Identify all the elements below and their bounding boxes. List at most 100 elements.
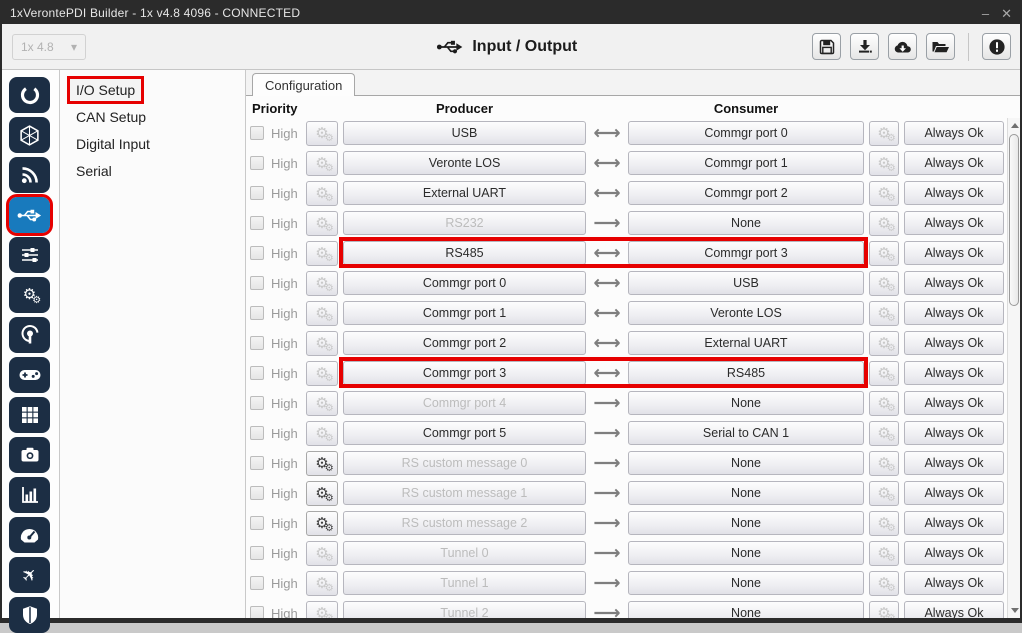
sidebar-item-telemetry-chart[interactable]	[9, 477, 50, 513]
producer-gear-button[interactable]: ⚙ ⚙	[306, 300, 338, 326]
status-button[interactable]: Always Ok	[904, 541, 1004, 565]
sidebar-item-veronte-logo[interactable]	[9, 77, 50, 113]
consumer-gear-button[interactable]: ⚙ ⚙	[869, 330, 899, 356]
consumer-button[interactable]: None	[628, 451, 864, 475]
priority-checkbox[interactable]	[250, 396, 264, 410]
sidebar-item-broadcast[interactable]	[9, 317, 50, 353]
status-button[interactable]: Always Ok	[904, 511, 1004, 535]
sidebar-item-hud[interactable]	[9, 517, 50, 553]
sidebar-item-gamepad[interactable]	[9, 357, 50, 393]
nav-item-i-o-setup[interactable]: I/O Setup	[66, 76, 145, 104]
sidebar-item-blocks[interactable]	[9, 397, 50, 433]
save-button[interactable]	[812, 33, 841, 60]
producer-button[interactable]: Commgr port 3	[343, 361, 586, 385]
consumer-button[interactable]: USB	[628, 271, 864, 295]
consumer-gear-button[interactable]: ⚙ ⚙	[869, 390, 899, 416]
status-button[interactable]: Always Ok	[904, 241, 1004, 265]
producer-gear-button[interactable]: ⚙ ⚙	[306, 120, 338, 146]
status-button[interactable]: Always Ok	[904, 421, 1004, 445]
priority-checkbox[interactable]	[250, 276, 264, 290]
consumer-gear-button[interactable]: ⚙ ⚙	[869, 150, 899, 176]
producer-gear-button[interactable]: ⚙ ⚙	[306, 510, 338, 536]
consumer-button[interactable]: External UART	[628, 331, 864, 355]
priority-checkbox[interactable]	[250, 546, 264, 560]
producer-gear-button[interactable]: ⚙ ⚙	[306, 570, 338, 596]
consumer-gear-button[interactable]: ⚙ ⚙	[869, 480, 899, 506]
producer-button[interactable]: Tunnel 0	[343, 541, 586, 565]
consumer-button[interactable]: None	[628, 511, 864, 535]
consumer-button[interactable]: Commgr port 3	[628, 241, 864, 265]
producer-gear-button[interactable]: ⚙ ⚙	[306, 210, 338, 236]
consumer-gear-button[interactable]: ⚙ ⚙	[869, 420, 899, 446]
producer-gear-button[interactable]: ⚙ ⚙	[306, 180, 338, 206]
producer-gear-button[interactable]: ⚙ ⚙	[306, 150, 338, 176]
consumer-gear-button[interactable]: ⚙ ⚙	[869, 300, 899, 326]
producer-gear-button[interactable]: ⚙ ⚙	[306, 330, 338, 356]
status-button[interactable]: Always Ok	[904, 481, 1004, 505]
priority-checkbox[interactable]	[250, 126, 264, 140]
status-button[interactable]: Always Ok	[904, 151, 1004, 175]
consumer-button[interactable]: None	[628, 391, 864, 415]
priority-checkbox[interactable]	[250, 216, 264, 230]
open-folder-button[interactable]	[926, 33, 955, 60]
status-button[interactable]: Always Ok	[904, 271, 1004, 295]
producer-button[interactable]: RS custom message 0	[343, 451, 586, 475]
nav-item-can-setup[interactable]: CAN Setup	[76, 109, 147, 125]
priority-checkbox[interactable]	[250, 366, 264, 380]
status-button[interactable]: Always Ok	[904, 331, 1004, 355]
producer-gear-button[interactable]: ⚙ ⚙	[306, 540, 338, 566]
sidebar-item-telemetry[interactable]	[9, 157, 50, 193]
producer-button[interactable]: USB	[343, 121, 586, 145]
version-dropdown[interactable]: 1x 4.8 ▾	[12, 33, 86, 60]
producer-button[interactable]: Commgr port 5	[343, 421, 586, 445]
status-button[interactable]: Always Ok	[904, 571, 1004, 595]
consumer-button[interactable]: None	[628, 211, 864, 235]
priority-checkbox[interactable]	[250, 576, 264, 590]
producer-button[interactable]: Commgr port 2	[343, 331, 586, 355]
vertical-scrollbar[interactable]	[1007, 118, 1020, 618]
sidebar-item-automations[interactable]: ⚙ ⚙	[9, 277, 50, 313]
status-button[interactable]: Always Ok	[904, 391, 1004, 415]
consumer-gear-button[interactable]: ⚙ ⚙	[869, 210, 899, 236]
producer-gear-button[interactable]: ⚙ ⚙	[306, 240, 338, 266]
consumer-button[interactable]: None	[628, 571, 864, 595]
consumer-gear-button[interactable]: ⚙ ⚙	[869, 120, 899, 146]
nav-item-serial[interactable]: Serial	[76, 163, 112, 179]
close-icon[interactable]: ✕	[1001, 5, 1012, 21]
consumer-button[interactable]: None	[628, 601, 864, 618]
consumer-button[interactable]: Commgr port 0	[628, 121, 864, 145]
scroll-up-icon[interactable]	[1011, 123, 1019, 128]
producer-gear-button[interactable]: ⚙ ⚙	[306, 360, 338, 386]
producer-gear-button[interactable]: ⚙ ⚙	[306, 600, 338, 618]
producer-button[interactable]: Tunnel 1	[343, 571, 586, 595]
sidebar-item-input-output[interactable]	[6, 194, 53, 236]
producer-button[interactable]: RS485	[343, 241, 586, 265]
consumer-button[interactable]: None	[628, 541, 864, 565]
status-button[interactable]: Always Ok	[904, 181, 1004, 205]
status-button[interactable]: Always Ok	[904, 361, 1004, 385]
producer-button[interactable]: Tunnel 2	[343, 601, 586, 618]
producer-button[interactable]: External UART	[343, 181, 586, 205]
consumer-button[interactable]: Veronte LOS	[628, 301, 864, 325]
sidebar-item-sliders[interactable]	[9, 237, 50, 273]
producer-gear-button[interactable]: ⚙ ⚙	[306, 480, 338, 506]
priority-checkbox[interactable]	[250, 246, 264, 260]
consumer-gear-button[interactable]: ⚙ ⚙	[869, 510, 899, 536]
priority-checkbox[interactable]	[250, 336, 264, 350]
producer-button[interactable]: Commgr port 1	[343, 301, 586, 325]
consumer-button[interactable]: Commgr port 2	[628, 181, 864, 205]
cloud-download-button[interactable]	[888, 33, 917, 60]
priority-checkbox[interactable]	[250, 486, 264, 500]
priority-checkbox[interactable]	[250, 606, 264, 618]
nav-item-digital-input[interactable]: Digital Input	[76, 136, 150, 152]
status-button[interactable]: Always Ok	[904, 211, 1004, 235]
producer-gear-button[interactable]: ⚙ ⚙	[306, 270, 338, 296]
consumer-gear-button[interactable]: ⚙ ⚙	[869, 540, 899, 566]
status-button[interactable]: Always Ok	[904, 301, 1004, 325]
priority-checkbox[interactable]	[250, 426, 264, 440]
scroll-down-icon[interactable]	[1011, 608, 1019, 613]
consumer-gear-button[interactable]: ⚙ ⚙	[869, 270, 899, 296]
sidebar-item-flight[interactable]: ✈	[9, 557, 50, 593]
consumer-gear-button[interactable]: ⚙ ⚙	[869, 450, 899, 476]
status-button[interactable]: Always Ok	[904, 121, 1004, 145]
